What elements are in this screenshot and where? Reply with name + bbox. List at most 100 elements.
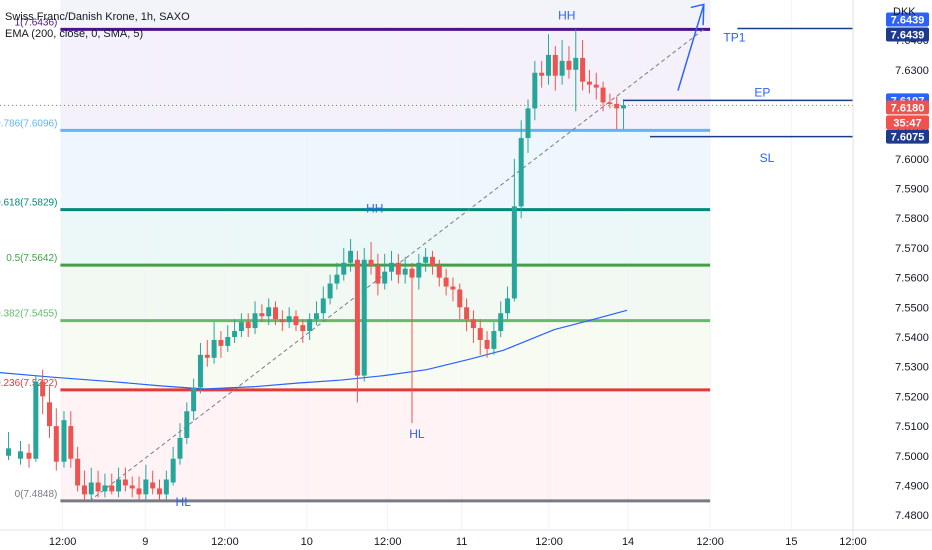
candle-bearish — [218, 331, 224, 358]
candle-bearish — [580, 40, 586, 91]
candle-body — [409, 268, 415, 278]
candle-bearish — [614, 96, 620, 130]
candle-body — [6, 448, 12, 456]
candle-body — [218, 339, 224, 346]
candle-body — [327, 283, 333, 299]
ema-layer — [0, 309, 628, 390]
candle-bullish — [170, 446, 176, 486]
fib-label: 0.786(7.6096) — [0, 118, 57, 129]
candles — [6, 29, 627, 501]
y-tick-label: 7.5100 — [895, 421, 929, 433]
candle-body — [68, 426, 74, 459]
y-tick-label: 7.5800 — [895, 213, 929, 225]
candle-bullish — [621, 99, 627, 130]
x-tick-label: 15 — [785, 536, 797, 548]
candle-body — [40, 381, 46, 397]
candle-bullish — [491, 322, 497, 355]
candle-body — [122, 479, 128, 486]
candle-body — [450, 286, 456, 290]
x-tick-label: 12:00 — [49, 536, 77, 548]
x-tick-label: 9 — [142, 536, 148, 548]
candle-bullish — [573, 29, 579, 112]
candle-bullish — [320, 286, 326, 320]
candle-bearish — [46, 384, 52, 438]
x-tick-label: 12:00 — [535, 536, 563, 548]
candle-bullish — [423, 247, 429, 272]
candle-bearish — [443, 268, 449, 296]
price-tag-label: 7.6075 — [891, 132, 925, 144]
candle-body — [457, 289, 463, 308]
candle-bullish — [163, 470, 169, 501]
candle-bullish — [334, 262, 340, 290]
y-tick-label: 7.5900 — [895, 184, 929, 196]
candle-bearish — [354, 250, 360, 403]
candle-body — [559, 60, 565, 76]
candle-bearish — [464, 298, 470, 332]
y-tick-label: 7.4900 — [895, 480, 929, 492]
candle-bearish — [81, 470, 87, 501]
y-tick-label: 7.5400 — [895, 332, 929, 344]
candle-bullish — [525, 99, 531, 153]
price-tag-box — [886, 115, 929, 130]
candle-body — [532, 72, 538, 109]
price-tag-label: 7.6439 — [891, 30, 925, 42]
candle-bearish — [436, 259, 442, 287]
fib-label: 0.382(7.5455) — [0, 309, 57, 320]
fib-band — [60, 130, 711, 210]
target-arrow-head — [690, 3, 705, 26]
candle-body — [163, 479, 169, 495]
fib-label: 0.236(7.5222) — [0, 378, 57, 389]
candle-bullish — [313, 301, 319, 326]
candle-body — [621, 105, 627, 109]
candle-bullish — [61, 411, 67, 468]
candle-body — [573, 57, 579, 70]
candle-bearish — [450, 277, 456, 302]
y-tick-label: 7.5500 — [895, 302, 929, 314]
fib-label: 1(7.6436) — [15, 17, 58, 28]
candle-body — [334, 274, 340, 284]
x-tick-label: 11 — [456, 536, 467, 548]
candle-bullish — [518, 120, 524, 219]
candle-body — [232, 331, 238, 338]
x-tick-label: 12:00 — [374, 536, 402, 548]
candle-body — [416, 262, 422, 278]
candle-bullish — [6, 432, 12, 461]
price-tag-box — [886, 27, 929, 42]
candle-bearish — [26, 443, 32, 468]
candle-body — [46, 402, 52, 427]
candle-bullish — [505, 286, 511, 320]
candle-bullish — [286, 307, 292, 329]
price-axis-background — [853, 0, 932, 550]
candle-body — [136, 488, 142, 495]
price-tag-box — [886, 12, 929, 27]
y-tick-label: 7.5700 — [895, 243, 929, 255]
candle-bearish — [484, 331, 490, 358]
candle-bullish — [389, 250, 395, 281]
candle-bearish — [157, 479, 163, 501]
candle-bullish — [252, 301, 258, 335]
candle-body — [313, 313, 319, 320]
candle-body — [307, 319, 313, 332]
candle-bullish — [266, 298, 272, 326]
candle-body — [273, 307, 279, 320]
candle-bearish — [109, 473, 115, 495]
candle-body — [566, 60, 572, 70]
candle-body — [402, 268, 408, 275]
candle-body — [525, 108, 531, 139]
candle-body — [238, 322, 244, 332]
target-arrow — [677, 4, 705, 91]
y-tick-label: 7.5600 — [895, 273, 929, 285]
candle-body — [539, 72, 545, 76]
currency-label: DKK — [893, 6, 916, 18]
candle-body — [300, 325, 306, 332]
fib-band — [60, 320, 711, 390]
annotation-label: HH — [366, 201, 383, 215]
candle-body — [170, 458, 176, 483]
candle-bullish — [545, 34, 551, 85]
y-tick-label: 7.5300 — [895, 362, 929, 374]
candle-bullish — [238, 313, 244, 338]
candle-body — [593, 84, 599, 88]
candle-body — [184, 411, 190, 438]
candle-body — [498, 313, 504, 332]
